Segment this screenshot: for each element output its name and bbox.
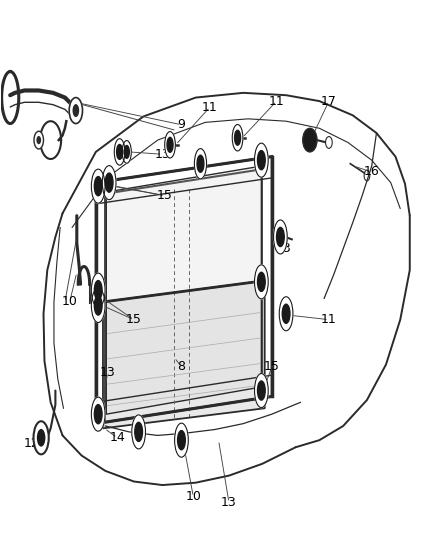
Text: 10: 10 [185,490,201,503]
Text: 11: 11 [201,101,217,114]
Circle shape [94,176,102,196]
Circle shape [279,297,292,331]
Ellipse shape [36,136,41,144]
Circle shape [254,265,268,299]
Circle shape [134,422,142,441]
Circle shape [234,130,240,145]
Circle shape [117,144,122,159]
Circle shape [194,149,206,179]
Circle shape [91,273,105,307]
Ellipse shape [69,98,82,124]
Circle shape [276,228,283,247]
Circle shape [254,374,268,408]
Circle shape [91,288,105,322]
Circle shape [257,151,265,169]
Text: 13: 13 [275,243,291,255]
Polygon shape [106,166,261,414]
Text: 15: 15 [156,189,172,202]
Ellipse shape [325,136,332,148]
Circle shape [282,304,289,324]
Ellipse shape [302,128,316,152]
Circle shape [166,138,173,152]
Text: 12: 12 [24,437,39,450]
Circle shape [177,431,185,450]
Text: 8: 8 [177,360,185,374]
Text: 9: 9 [177,118,185,131]
Text: 13: 13 [221,496,237,509]
Ellipse shape [34,131,43,149]
Polygon shape [103,281,264,429]
Circle shape [124,146,129,158]
Ellipse shape [33,421,49,454]
Circle shape [114,139,125,165]
Text: 11: 11 [320,313,336,326]
Circle shape [91,397,105,431]
Text: 11: 11 [268,95,284,108]
Circle shape [232,125,242,151]
Circle shape [122,141,131,163]
Circle shape [94,296,102,315]
Text: 10: 10 [62,295,78,309]
Circle shape [273,220,286,254]
Circle shape [164,132,175,158]
Circle shape [257,272,265,292]
Circle shape [94,405,102,424]
Circle shape [131,415,145,449]
Circle shape [105,173,113,192]
Text: 15: 15 [263,360,279,374]
Ellipse shape [37,429,45,447]
Circle shape [174,423,188,457]
Circle shape [197,155,203,172]
Ellipse shape [72,104,79,117]
Circle shape [254,143,268,177]
Text: 13: 13 [154,148,170,161]
Text: 16: 16 [363,165,379,179]
Circle shape [94,280,102,300]
Circle shape [91,169,105,203]
Circle shape [102,166,116,200]
Text: 15: 15 [126,313,141,326]
Text: 14: 14 [109,431,125,445]
Text: 13: 13 [99,366,115,379]
Text: 17: 17 [320,95,336,108]
Circle shape [257,381,265,400]
